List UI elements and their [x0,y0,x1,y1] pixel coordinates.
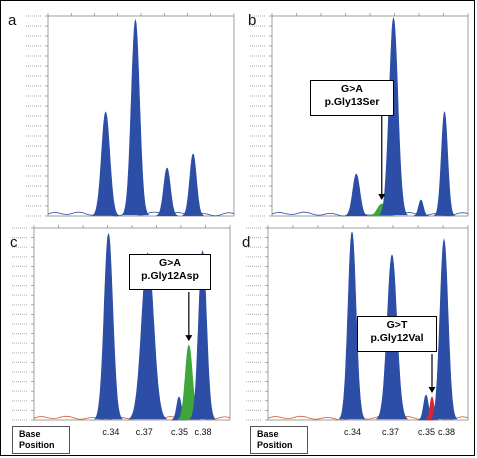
base-position-c38: c.38 [438,427,456,437]
peak-blue [344,173,368,216]
annotation-arrow-head [428,386,436,393]
callout-d: G>T p.Gly12Val [357,316,437,352]
callout-b-line2: p.Gly13Ser [324,96,380,108]
base-position-c35: c.35 [418,427,436,437]
panel-label-d: d [242,234,251,251]
peak-blue [413,199,429,217]
base-position-label-left: Base Position [12,426,70,454]
base-position-line2: Position [19,440,55,450]
base-position-line2: Position [257,440,293,450]
peak-blue [91,111,120,216]
peak-blue [121,18,150,216]
base-position-line1: Base [19,429,41,439]
base-position-c37: c.37 [382,427,400,437]
peak-blue [338,231,366,420]
chromatogram-a [26,13,235,217]
chromatogram-b [250,13,469,217]
callout-c-line1: G>A [159,257,181,269]
base-position-c38: c.38 [194,427,212,437]
base-position-line1: Base [257,429,279,439]
callout-c: G>A p.Gly12Asp [129,254,211,290]
annotation-arrow-head [378,194,386,200]
panel-label-c: c [10,234,18,251]
callout-c-line2: p.Gly12Asp [141,270,199,282]
callout-b-line1: G>A [341,83,363,95]
annotation-arrow-head [185,335,193,342]
peak-blue [156,167,178,216]
peak-blue [430,238,458,420]
plot-area [271,15,469,217]
callout-b: G>A p.Gly13Ser [310,80,394,116]
peak-blue [189,249,216,420]
base-position-c35: c.35 [171,427,189,437]
callout-d-line2: p.Gly12Val [370,332,424,344]
base-position-c34: c.34 [102,427,120,437]
base-position-label-right: Base Position [250,426,308,454]
peak-blue [182,153,204,216]
peak-blue [93,232,124,420]
panel-label-b: b [248,12,257,29]
panel-label-a: a [8,12,17,29]
baseline-trace [271,211,469,217]
chromatogram-d [246,225,469,421]
callout-d-line1: G>T [386,319,408,331]
base-position-c37: c.37 [135,427,153,437]
peak-blue [433,111,456,216]
base-position-c34: c.34 [344,427,362,437]
